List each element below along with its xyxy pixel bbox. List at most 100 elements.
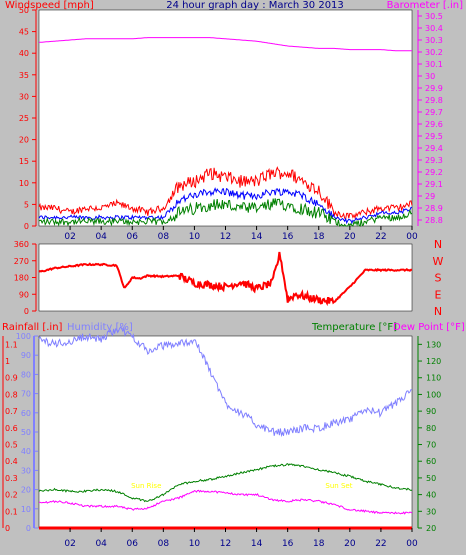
rainfall-tick-label: 0.8 — [5, 390, 18, 399]
bottom-time-tick-label: 04 — [95, 539, 107, 549]
wind-time-tick-label: 10 — [189, 232, 201, 242]
direction-degree-ticks: 360 270 180 90 0 — [14, 240, 36, 316]
dewpoint-series-line — [38, 489, 413, 515]
direction-tick-label: 0 — [24, 307, 29, 316]
bottom-time-tick-label: 00 — [406, 539, 418, 549]
rainfall-tick-label: 0.4 — [5, 457, 18, 466]
windspeed-tick-label: 45 — [19, 28, 29, 37]
barometer-series-line — [38, 37, 412, 52]
windspeed-axis-label: Windspeed [mph] — [5, 0, 94, 11]
windspeed-tick-label: 50 — [19, 6, 29, 15]
windspeed-axis-ticks: 0 5 10 15 20 25 30 35 40 45 50 — [19, 6, 36, 231]
rainfall-tick-label: 0.7 — [5, 407, 18, 416]
wind-time-tick-label: 14 — [251, 232, 263, 242]
wind-time-tick-label: 00 — [406, 232, 418, 242]
bottom-time-axis-ticks: 02 04 06 08 10 12 14 16 18 20 22 00 — [64, 528, 418, 549]
direction-tick-label: 360 — [14, 240, 29, 249]
temperature-tick-label: 100 — [426, 390, 441, 399]
humidity-axis-label: Humidity [%] — [67, 322, 133, 333]
compass-tick-label: N — [434, 305, 442, 318]
windspeed-tick-label: 15 — [19, 157, 29, 166]
barometer-tick-label: 28.9 — [425, 204, 443, 213]
humidity-tick-label: 70 — [21, 390, 31, 399]
wind-gust-series-line — [38, 166, 413, 220]
compass-tick-label: E — [435, 288, 442, 301]
direction-tick-label: 180 — [14, 274, 29, 283]
barometer-tick-label: 29.7 — [425, 108, 443, 117]
barometer-axis-ticks: 28.8 28.9 29 29.1 29.2 29.3 29.4 29.5 29.6 29.7 29… — [418, 12, 443, 225]
barometer-tick-label: 30.5 — [425, 12, 443, 21]
temperature-tick-label: 90 — [426, 407, 436, 416]
windspeed-tick-label: 30 — [19, 92, 29, 101]
wind-time-tick-label: 16 — [282, 232, 294, 242]
bottom-time-tick-label: 12 — [220, 539, 231, 549]
windspeed-tick-label: 10 — [19, 179, 29, 188]
humidity-tick-label: 100 — [16, 332, 31, 341]
humidity-tick-label: 40 — [21, 447, 31, 456]
rainfall-tick-label: 1.1 — [5, 340, 18, 349]
wind-time-tick-label: 08 — [158, 232, 170, 242]
wind-time-tick-label: 04 — [95, 232, 107, 242]
rain-humidity-temp-plot-area — [38, 335, 413, 529]
rain-humidity-axis-ticks: 0 0.1 0.2 0.3 0.4 0.5 0.6 0.7 0.8 0.9 1 1.1 0 10 20 30 4… — [5, 332, 38, 533]
temperature-tick-label: 130 — [426, 340, 441, 349]
wind-direction-series-line — [38, 251, 412, 307]
direction-tick-label: 270 — [14, 257, 29, 266]
temperature-axis-ticks: 20 30 40 50 60 70 80 90 100 110 120 130 — [418, 340, 441, 533]
rainfall-tick-label: 0.1 — [5, 507, 18, 516]
wind-time-axis-ticks: 02 04 06 08 10 12 14 16 18 20 22 00 — [64, 226, 418, 242]
bottom-time-tick-label: 08 — [158, 539, 170, 549]
barometer-axis-label: Barometer [.in] — [387, 0, 463, 11]
wind-time-tick-label: 18 — [313, 232, 325, 242]
dewpoint-axis-label: Dew Point [°F] — [393, 322, 465, 333]
barometer-tick-label: 29.9 — [425, 84, 443, 93]
compass-tick-label: N — [434, 238, 442, 251]
barometer-tick-label: 29.3 — [425, 156, 443, 165]
sun-annotations: Sun Rise Sun Set — [131, 482, 353, 490]
temperature-series-line — [38, 463, 413, 503]
bottom-time-tick-label: 18 — [313, 539, 325, 549]
barometer-tick-label: 29.5 — [425, 132, 443, 141]
sun-annotation-label: Sun Rise — [131, 482, 161, 490]
temperature-tick-label: 60 — [426, 457, 436, 466]
temperature-tick-label: 70 — [426, 441, 436, 450]
windspeed-tick-label: 5 — [24, 200, 29, 209]
compass-tick-label: S — [435, 272, 442, 285]
humidity-tick-label: 60 — [21, 409, 31, 418]
rainfall-tick-label: 1 — [5, 357, 10, 366]
humidity-tick-label: 80 — [21, 370, 31, 379]
rainfall-tick-label: 0.3 — [5, 474, 18, 483]
wind-average-series-line — [38, 187, 413, 225]
windspeed-tick-label: 0 — [24, 222, 29, 231]
wind-time-tick-label: 06 — [127, 232, 139, 242]
wind-barometer-plot-area — [38, 9, 413, 227]
rainfall-axis-label: Rainfall [.in] — [2, 322, 63, 333]
wind-series-group — [38, 37, 413, 227]
wind-speed-series-line — [38, 198, 413, 227]
humidity-tick-label: 90 — [21, 351, 31, 360]
humidity-tick-label: 20 — [21, 486, 31, 495]
wind-time-tick-label: 20 — [344, 232, 356, 242]
windspeed-tick-label: 20 — [19, 136, 29, 145]
temperature-tick-label: 120 — [426, 357, 441, 366]
compass-tick-label: W — [433, 255, 444, 268]
humidity-series-line — [38, 326, 413, 438]
windspeed-tick-label: 25 — [19, 114, 29, 123]
bottom-time-tick-label: 14 — [251, 539, 263, 549]
barometer-tick-label: 30 — [425, 72, 435, 81]
direction-tick-label: 90 — [19, 290, 29, 299]
bottom-time-tick-label: 02 — [64, 539, 75, 549]
temperature-tick-label: 40 — [426, 491, 436, 500]
sun-annotation-label: Sun Set — [325, 482, 352, 490]
wind-time-tick-label: 22 — [375, 232, 386, 242]
bottom-time-tick-label: 20 — [344, 539, 356, 549]
wind-direction-plot-area — [38, 243, 413, 312]
temperature-tick-label: 20 — [426, 524, 436, 533]
rainfall-tick-label: 0.6 — [5, 424, 18, 433]
barometer-tick-label: 30.2 — [425, 48, 443, 57]
temperature-tick-label: 50 — [426, 474, 436, 483]
humidity-tick-label: 50 — [21, 428, 31, 437]
temperature-tick-label: 110 — [426, 374, 441, 383]
windspeed-tick-label: 35 — [19, 71, 29, 80]
humidity-tick-label: 30 — [21, 466, 31, 475]
